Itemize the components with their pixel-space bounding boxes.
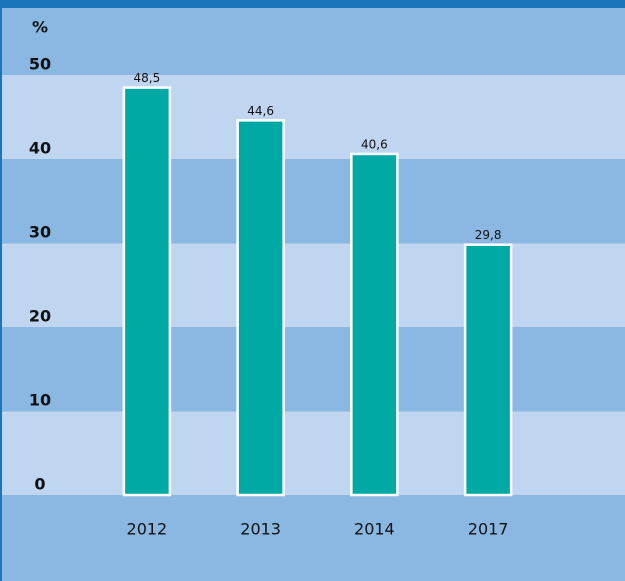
grid-band [2,243,625,327]
value-label: 40,6 [361,137,388,151]
bar [350,152,399,497]
y-axis-label: % [32,18,48,37]
x-tick-label: 2013 [240,520,281,539]
x-tick-label: 2014 [354,520,395,539]
x-tick-label: 2017 [468,520,509,539]
grid-band [2,411,625,495]
y-tick-label: 20 [29,307,51,326]
grid-band [2,75,625,159]
value-label: 48,5 [134,71,161,85]
top-stripe [0,0,625,8]
left-border [0,0,2,581]
y-tick-label: 50 [29,55,51,74]
y-tick-label: 0 [34,475,45,494]
value-label: 44,6 [247,104,274,118]
y-tick-label: 30 [29,223,51,242]
y-tick-label: 10 [29,391,51,410]
value-label: 29,8 [475,228,502,242]
x-tick-label: 2012 [127,520,168,539]
bar [122,86,172,497]
y-tick-label: 40 [29,139,51,158]
bar [236,119,285,497]
bar [463,243,513,497]
